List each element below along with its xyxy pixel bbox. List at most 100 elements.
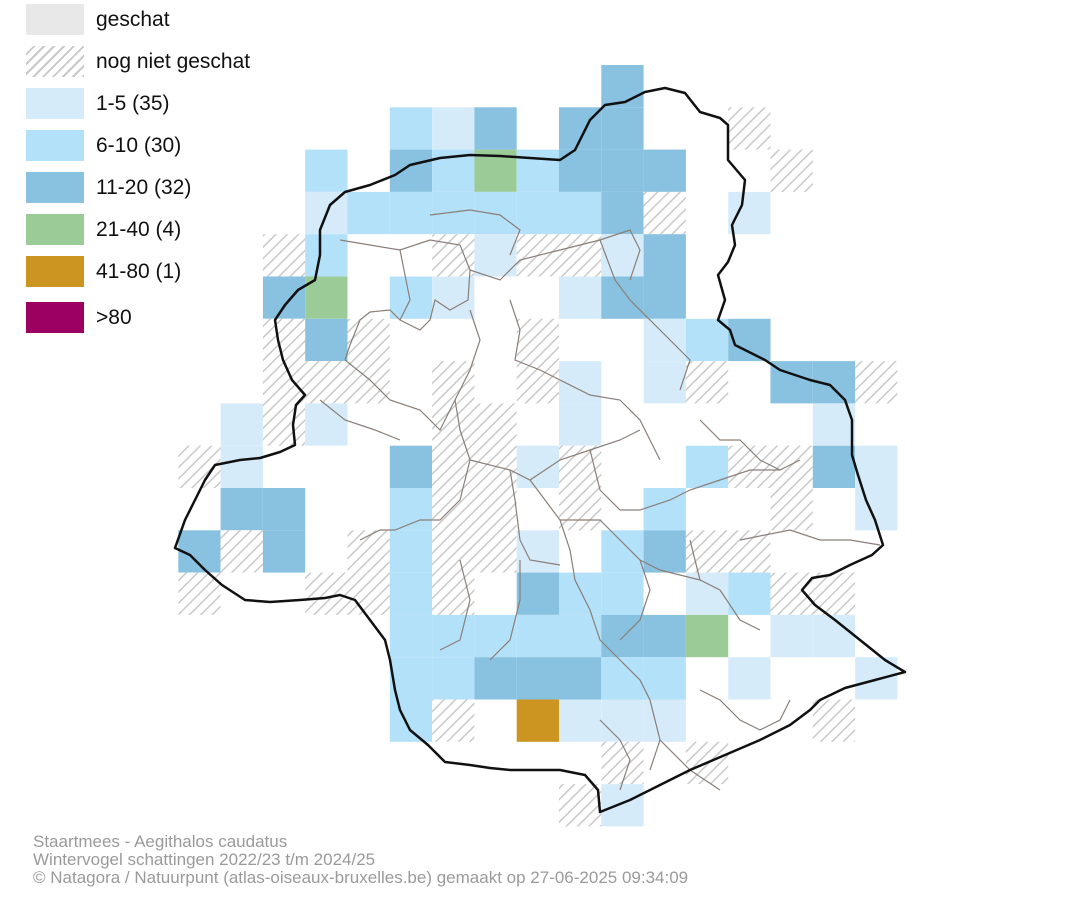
cell-not-estimated [432, 572, 475, 615]
cell-not-estimated [474, 530, 517, 573]
cell-not-estimated [262, 361, 306, 404]
cell-6-10 [474, 614, 517, 658]
cell-1-5 [601, 784, 644, 827]
legend-swatch-geschat [26, 4, 84, 35]
cell-6-10 [389, 107, 433, 150]
legend-swatch-41-80 [26, 256, 84, 287]
cell-11-20 [220, 488, 263, 531]
caption-survey: Wintervogel schattingen 2022/23 t/m 2024… [33, 850, 376, 869]
cell-not-estimated [516, 361, 559, 404]
legend-label-geschat: geschat [96, 7, 170, 31]
cell-6-10 [516, 149, 559, 192]
cell-not-estimated [643, 191, 686, 235]
legend-swatch-over-80 [26, 302, 84, 333]
cell-1-5 [432, 276, 475, 319]
legend-swatch-1-5 [26, 88, 84, 119]
cell-6-10 [389, 572, 433, 615]
cell-11-20 [643, 276, 686, 319]
cell-11-20 [643, 234, 686, 277]
legend-item-11-20: 11-20 (32) [26, 172, 191, 203]
cell-1-5 [770, 614, 813, 658]
cell-not-estimated [178, 572, 221, 615]
cell-6-10 [389, 276, 433, 319]
legend: geschat nog niet geschat 1-5 (35) 6-10 (… [0, 0, 360, 345]
legend-label-11-20: 11-20 (32) [96, 175, 192, 199]
cell-not-estimated [347, 530, 390, 573]
cell-1-5 [474, 234, 517, 277]
legend-label-41-80: 41-80 (1) [96, 259, 182, 283]
cell-6-10 [389, 191, 433, 235]
legend-item-6-10: 6-10 (30) [26, 130, 181, 161]
cell-1-5 [559, 699, 602, 742]
cell-11-20 [601, 149, 644, 192]
cell-1-5 [559, 361, 602, 404]
cell-1-5 [559, 276, 602, 319]
cell-not-estimated [432, 530, 475, 573]
legend-label-over-80: >80 [96, 305, 132, 329]
cell-11-20 [389, 149, 433, 192]
cell-not-estimated [559, 488, 602, 531]
cell-6-10 [474, 191, 517, 235]
cell-not-estimated [432, 403, 475, 446]
legend-label-21-40: 21-40 (4) [96, 217, 182, 241]
cell-6-10 [516, 614, 559, 658]
cell-not-estimated [262, 318, 306, 362]
cell-not-estimated [432, 699, 475, 742]
cell-not-estimated [262, 234, 306, 277]
cell-11-20 [728, 318, 771, 362]
cell-not-estimated [305, 572, 348, 615]
cell-not-estimated [474, 403, 517, 446]
cell-not-estimated [770, 149, 813, 192]
cell-6-10 [432, 614, 475, 658]
cell-21-40 [685, 614, 729, 658]
legend-item-41-80: 41-80 (1) [26, 256, 181, 287]
cell-11-20 [601, 107, 644, 150]
cell-6-10 [559, 614, 602, 658]
cell-41-80 [516, 699, 559, 742]
caption-credit: © Natagora / Natuurpunt (atlas-oiseaux-b… [33, 868, 689, 887]
region-boundary [173, 86, 907, 814]
cell-11-20 [516, 657, 559, 700]
cell-6-10 [432, 657, 475, 700]
cell-6-10 [516, 191, 559, 235]
cell-1-5 [559, 403, 602, 446]
cell-not-estimated [559, 445, 602, 488]
cell-not-estimated [432, 361, 475, 404]
cell-6-10 [685, 318, 729, 362]
cell-6-10 [305, 149, 348, 192]
cell-11-20 [559, 657, 602, 700]
cell-11-20 [601, 65, 644, 108]
cell-not-estimated [728, 530, 771, 573]
cell-1-5 [685, 572, 729, 615]
cell-6-10 [559, 191, 602, 235]
caption-species: Staartmees - Aegithalos caudatus [33, 832, 288, 851]
cell-6-10 [389, 614, 433, 658]
cell-6-10 [432, 191, 475, 235]
cell-11-20 [643, 530, 686, 573]
cell-21-40 [305, 276, 348, 319]
legend-label-nog-niet-geschat: nog niet geschat [96, 49, 251, 73]
cell-6-10 [389, 530, 433, 573]
cell-6-10 [601, 657, 644, 700]
cell-not-estimated [432, 234, 475, 277]
cell-11-20 [262, 530, 306, 573]
legend-label-1-5: 1-5 (35) [96, 91, 170, 115]
cell-not-estimated [474, 488, 517, 531]
cell-1-5 [812, 614, 856, 658]
cell-11-20 [643, 149, 686, 192]
cell-not-estimated [305, 361, 348, 404]
cell-1-5 [855, 445, 898, 488]
cell-11-20 [262, 488, 306, 531]
cell-not-estimated [855, 361, 898, 404]
cell-11-20 [643, 614, 686, 658]
cell-11-20 [305, 318, 348, 362]
legend-swatch-11-20 [26, 172, 84, 203]
cell-not-estimated [559, 784, 602, 827]
cell-not-estimated [262, 403, 306, 446]
cell-11-20 [601, 276, 644, 319]
legend-swatch-nog-niet-geschat [26, 46, 84, 77]
cell-1-5 [643, 318, 686, 362]
cell-1-5 [220, 403, 263, 446]
cell-not-estimated [770, 445, 813, 488]
